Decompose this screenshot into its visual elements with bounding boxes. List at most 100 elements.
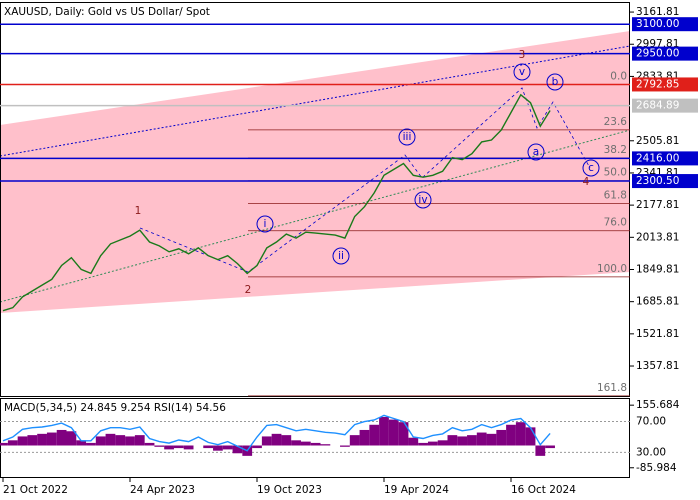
wave-circle (256, 215, 274, 233)
macd-bar (76, 440, 87, 446)
macd-bar (349, 435, 360, 446)
wave-circle (582, 159, 600, 177)
macd-bar (0, 442, 8, 446)
x-tick-label: 21 Oct 2022 (3, 484, 68, 496)
macd-bar (27, 435, 38, 446)
level-label: 2950.00 (636, 48, 679, 60)
fib-label: 76.0 (604, 217, 627, 229)
macd-bar (340, 445, 350, 447)
fib-label: 0.0 (610, 70, 627, 82)
fib-label: 161.8 (597, 382, 627, 394)
wave-label: i (264, 218, 267, 230)
y-tick-label: 1849.81 (636, 263, 679, 275)
wave-circle (414, 191, 432, 209)
level-tag (632, 17, 698, 32)
y-tick-label: 1357.81 (636, 360, 679, 372)
indicator-frame (0, 398, 630, 478)
macd-bar (525, 427, 536, 446)
wave-label: ii (338, 250, 344, 262)
macd-bar (467, 435, 477, 446)
level-tag (632, 151, 698, 166)
level-label: 2792.85 (636, 78, 679, 90)
level-label: 2300.50 (636, 175, 679, 187)
y-tick-label: 155.684 (636, 399, 680, 411)
macd-bar (252, 445, 262, 449)
wave-label: a (533, 146, 539, 158)
wave-label: 1 (135, 205, 142, 217)
macd-bar (37, 433, 47, 446)
wave-circle (546, 73, 564, 91)
macd-bar (115, 435, 126, 446)
macd-bar (125, 436, 135, 446)
level-tag (632, 77, 698, 92)
macd-bar (496, 429, 507, 446)
macd-bar (515, 422, 526, 446)
wave-label: 4 (583, 176, 590, 188)
x-tick-label: 19 Apr 2024 (384, 484, 449, 496)
price-line (2, 93, 551, 312)
level-label: 2684.89 (636, 100, 679, 112)
wave-label: iv (418, 194, 427, 206)
macd-bar (535, 445, 546, 456)
y-tick-label: 1521.81 (636, 328, 679, 340)
macd-bar (408, 437, 419, 446)
x-tick-label: 16 Oct 2024 (511, 484, 576, 496)
macd-bar (398, 422, 409, 446)
wave-circle (332, 247, 350, 265)
level-tag (632, 98, 698, 113)
fib-label: 61.8 (604, 189, 627, 201)
macd-bar (86, 442, 96, 446)
fib-label: 100.0 (597, 263, 627, 275)
level-label: 2416.00 (636, 152, 679, 164)
macd-bar (369, 424, 380, 446)
macd-bar (388, 419, 399, 446)
macd-bar (418, 442, 428, 446)
y-tick-label: 2177.81 (636, 199, 679, 211)
wave-label: c (588, 162, 594, 174)
macd-bar (173, 445, 184, 449)
macd-bar (105, 433, 116, 446)
macd-bar (164, 445, 174, 450)
channel (0, 31, 630, 313)
level-label: 3100.00 (636, 18, 679, 30)
plot-frame (0, 2, 630, 397)
macd-bar (56, 429, 67, 446)
macd-bar (17, 436, 28, 446)
x-tick-label: 19 Oct 2023 (257, 484, 322, 496)
wave-label: 2 (245, 284, 252, 296)
fib-label: 50.0 (604, 167, 627, 179)
chart-title: XAUUSD, Daily: Gold vs US Dollar/ Spot (4, 6, 210, 18)
y-tick-label: -85.984 (636, 462, 677, 474)
x-tick-label: 24 Apr 2023 (130, 484, 195, 496)
y-tick-label: 2013.81 (636, 231, 679, 243)
macd-bar (506, 424, 516, 446)
macd-bar (232, 445, 243, 454)
fib-label: 23.6 (604, 116, 628, 128)
macd-bar (183, 445, 194, 450)
wave-label: b (552, 76, 559, 88)
macd-bar (486, 433, 497, 446)
macd-bar (203, 445, 214, 449)
level-tag (632, 174, 698, 189)
macd-bar (300, 441, 311, 446)
wave-circle (527, 143, 545, 161)
macd-bar (144, 442, 155, 446)
wave-label: 3 (519, 49, 526, 61)
macd-bar (427, 441, 438, 446)
macd-bar (545, 445, 555, 449)
y-tick-label: 1685.81 (636, 296, 679, 308)
macd-bar (222, 445, 233, 450)
macd-bar (46, 432, 57, 446)
y2-tick-label: 70.00 (636, 416, 666, 428)
macd-bar (281, 435, 292, 446)
macd-bar (476, 432, 487, 446)
macd-bar (310, 442, 321, 446)
wave-circle (398, 128, 416, 146)
y2-tick-label: 30.00 (636, 446, 666, 458)
wave-path (139, 87, 591, 273)
fib-label: 38.2 (604, 144, 627, 156)
indicator-title: MACD(5,34,5) 24.845 9.254 RSI(14) 54.56 (4, 402, 226, 414)
macd-bar (213, 445, 223, 451)
